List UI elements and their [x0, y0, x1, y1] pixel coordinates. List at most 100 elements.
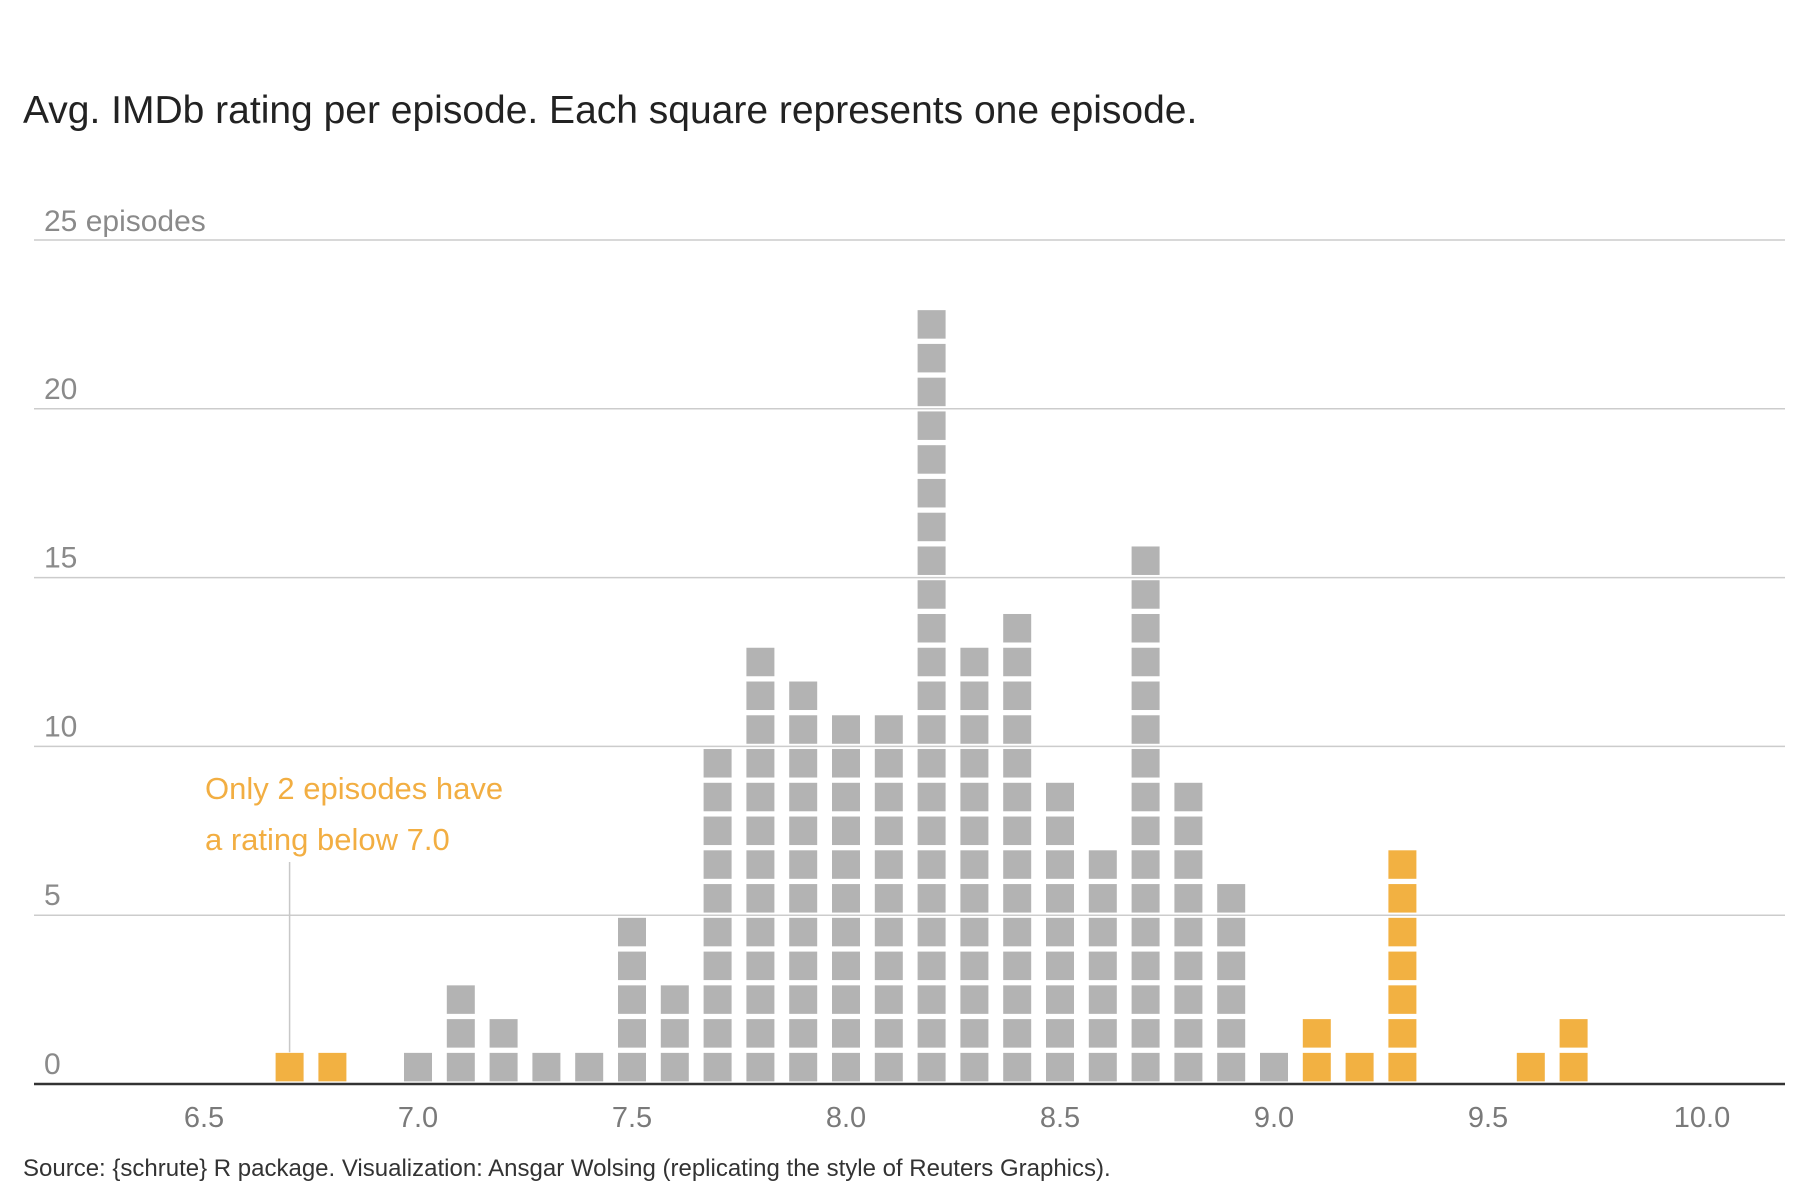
episode-square: [1131, 1052, 1160, 1082]
episode-square: [1302, 1019, 1331, 1048]
episode-square: [703, 1019, 732, 1048]
episode-square: [1003, 951, 1032, 981]
episode-square: [789, 985, 818, 1014]
episode-square: [1217, 884, 1246, 913]
episode-square: [917, 985, 946, 1014]
episode-square: [960, 917, 989, 947]
episode-square: [1174, 985, 1203, 1014]
episode-square: [1217, 917, 1246, 947]
episode-square: [1131, 782, 1160, 812]
episode-square: [532, 1052, 561, 1082]
x-axis-labels: 6.5 7.0 7.5 8.0 8.5 9.0 9.5 10.0: [184, 1102, 1730, 1134]
episode-square: [1516, 1052, 1545, 1082]
episode-square: [1003, 917, 1032, 947]
episode-square: [789, 715, 818, 744]
y-tick-label: 0: [44, 1048, 61, 1081]
episode-square: [874, 782, 903, 812]
episode-square: [746, 917, 775, 947]
episode-square: [960, 715, 989, 744]
episode-square: [703, 1052, 732, 1082]
episode-square: [917, 850, 946, 879]
x-tick-label: 7.0: [398, 1102, 438, 1134]
episode-square: [960, 850, 989, 879]
episode-square: [446, 1052, 475, 1082]
episode-square: [1003, 1019, 1032, 1048]
x-tick-label: 9.0: [1254, 1102, 1294, 1134]
episode-square: [1131, 985, 1160, 1014]
episode-square: [789, 1052, 818, 1082]
episode-square: [1302, 1052, 1331, 1082]
episode-square: [917, 951, 946, 981]
episode-square: [1174, 1052, 1203, 1082]
episode-square: [917, 647, 946, 677]
episode-square: [917, 377, 946, 407]
episode-square: [917, 884, 946, 913]
episode-square: [874, 816, 903, 846]
episode-square: [874, 850, 903, 879]
episode-square: [1003, 715, 1032, 744]
episode-square: [832, 884, 860, 913]
episode-square: [1131, 546, 1160, 575]
episode-square: [789, 850, 818, 879]
episode-square: [703, 884, 732, 913]
episode-square: [746, 816, 775, 846]
episode-square: [1217, 1019, 1246, 1048]
episode-square: [832, 782, 860, 812]
episode-square: [1003, 884, 1032, 913]
episode-square: [1003, 816, 1032, 846]
episode-square: [1003, 985, 1032, 1014]
episode-square: [832, 951, 860, 981]
episode-square: [575, 1052, 604, 1082]
episode-square: [789, 782, 818, 812]
episode-square: [832, 1052, 860, 1082]
episode-square: [1046, 850, 1074, 879]
x-tick-label: 8.0: [826, 1102, 866, 1134]
annotation-line-2: a rating below 7.0: [205, 822, 450, 857]
episode-square: [703, 917, 732, 947]
episode-square: [1388, 917, 1417, 947]
episode-square: [1131, 917, 1160, 947]
episode-square: [1046, 985, 1074, 1014]
episode-square: [1088, 884, 1117, 913]
episode-square: [917, 343, 946, 373]
episode-square: [1046, 951, 1074, 981]
episode-square: [489, 1019, 518, 1048]
episode-square: [1131, 749, 1160, 778]
episode-square: [1174, 1019, 1203, 1048]
episode-square: [789, 749, 818, 778]
episode-square: [1003, 681, 1032, 711]
episode-square: [1388, 951, 1417, 981]
episode-square: [789, 884, 818, 913]
episode-square: [960, 681, 989, 711]
episode-square: [746, 749, 775, 778]
episode-square: [789, 917, 818, 947]
episode-square: [1174, 782, 1203, 812]
episode-square: [1388, 884, 1417, 913]
episode-square: [1046, 782, 1074, 812]
episode-square: [618, 1052, 646, 1082]
episode-square: [703, 749, 732, 778]
x-tick-label: 10.0: [1674, 1102, 1730, 1134]
episode-square: [746, 782, 775, 812]
episode-square: [789, 951, 818, 981]
episode-square: [1046, 1052, 1074, 1082]
episode-square: [874, 951, 903, 981]
episode-square: [746, 951, 775, 981]
episode-square: [1217, 1052, 1246, 1082]
y-axis-top-label: 25 episodes: [44, 205, 206, 238]
episode-square: [1131, 580, 1160, 609]
y-axis-labels: 25 episodes 0 5 10 15 20: [44, 205, 206, 1081]
episode-square: [746, 681, 775, 711]
episode-square: [1131, 951, 1160, 981]
episode-square: [1088, 850, 1117, 879]
y-tick-label: 5: [44, 879, 61, 912]
episode-square: [960, 647, 989, 677]
episode-square: [917, 445, 946, 474]
episode-square: [917, 681, 946, 711]
episode-square: [832, 850, 860, 879]
episode-square: [1088, 917, 1117, 947]
episode-square: [917, 580, 946, 609]
episode-square: [1003, 850, 1032, 879]
episode-square: [1174, 884, 1203, 913]
episode-square: [917, 1019, 946, 1048]
